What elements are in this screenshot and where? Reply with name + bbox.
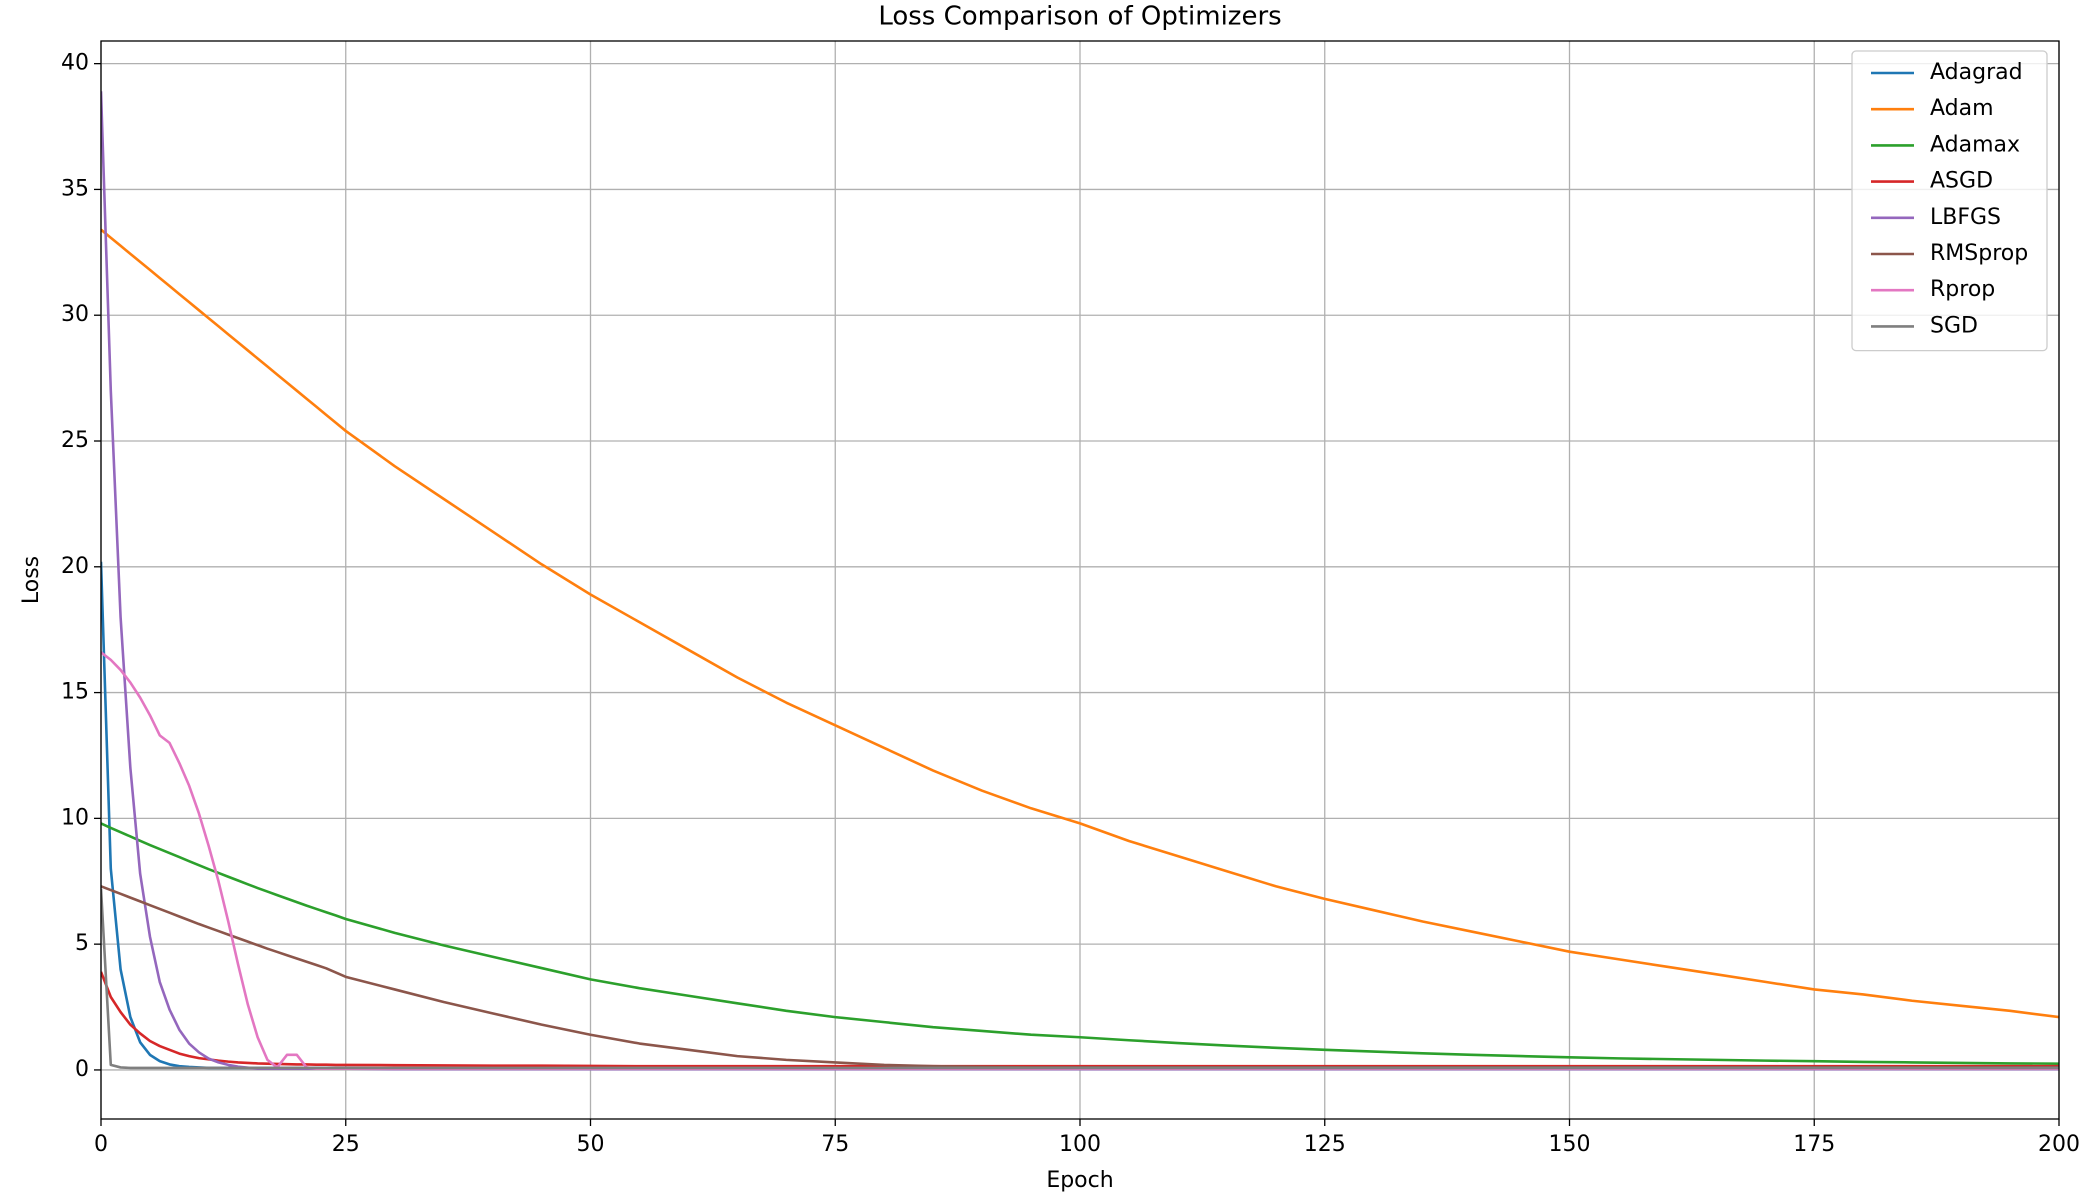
legend-label: LBFGS [1930, 205, 2001, 230]
legend-label: SGD [1930, 313, 1978, 338]
legend-label: Adagrad [1930, 60, 2023, 85]
x-tick-label: 50 [577, 1132, 605, 1157]
legend-label: Adam [1930, 96, 1994, 121]
ticks: 0 25 50 75 100 125 150 175 200 0 5 10 15 20 25 30 35 40 [61, 51, 2080, 1157]
series-line [101, 822, 2059, 1065]
legend-box [1851, 50, 2048, 352]
y-tick-label: 35 [61, 176, 89, 201]
y-tick-label: 40 [61, 51, 89, 76]
y-tick-label: 10 [61, 805, 89, 830]
x-tick-label: 150 [1549, 1132, 1591, 1157]
legend-label: RMSprop [1930, 241, 2028, 266]
x-tick-label: 125 [1304, 1132, 1346, 1157]
chart-title: Loss Comparison of Optimizers [878, 2, 1281, 32]
y-tick-label: 20 [61, 554, 89, 579]
x-tick-label: 75 [821, 1132, 849, 1157]
y-tick-label: 30 [61, 302, 89, 327]
y-axis-label: Loss [19, 556, 44, 604]
y-tick-label: 25 [61, 428, 89, 453]
grid [100, 41, 2060, 1119]
x-tick-label: 175 [1793, 1132, 1835, 1157]
y-tick-label: 15 [61, 680, 89, 705]
x-axis-label: Epoch [1046, 1168, 1113, 1193]
x-tick-label: 0 [94, 1132, 108, 1157]
series-line [101, 228, 2059, 1019]
legend: Adagrad Adam Adamax ASGD LBFGS RMSprop Rprop SG… [1851, 50, 2048, 352]
y-tick-label: 0 [75, 1057, 89, 1082]
legend-label: Adamax [1930, 132, 2020, 157]
y-tick-label: 5 [75, 931, 89, 956]
legend-label: ASGD [1930, 169, 1993, 194]
x-tick-label: 25 [332, 1132, 360, 1157]
plot-area [101, 91, 2059, 1071]
series-line [101, 888, 2059, 1070]
x-tick-label: 100 [1059, 1132, 1101, 1157]
x-tick-label: 200 [2038, 1132, 2080, 1157]
legend-label: Rprop [1930, 277, 1995, 302]
